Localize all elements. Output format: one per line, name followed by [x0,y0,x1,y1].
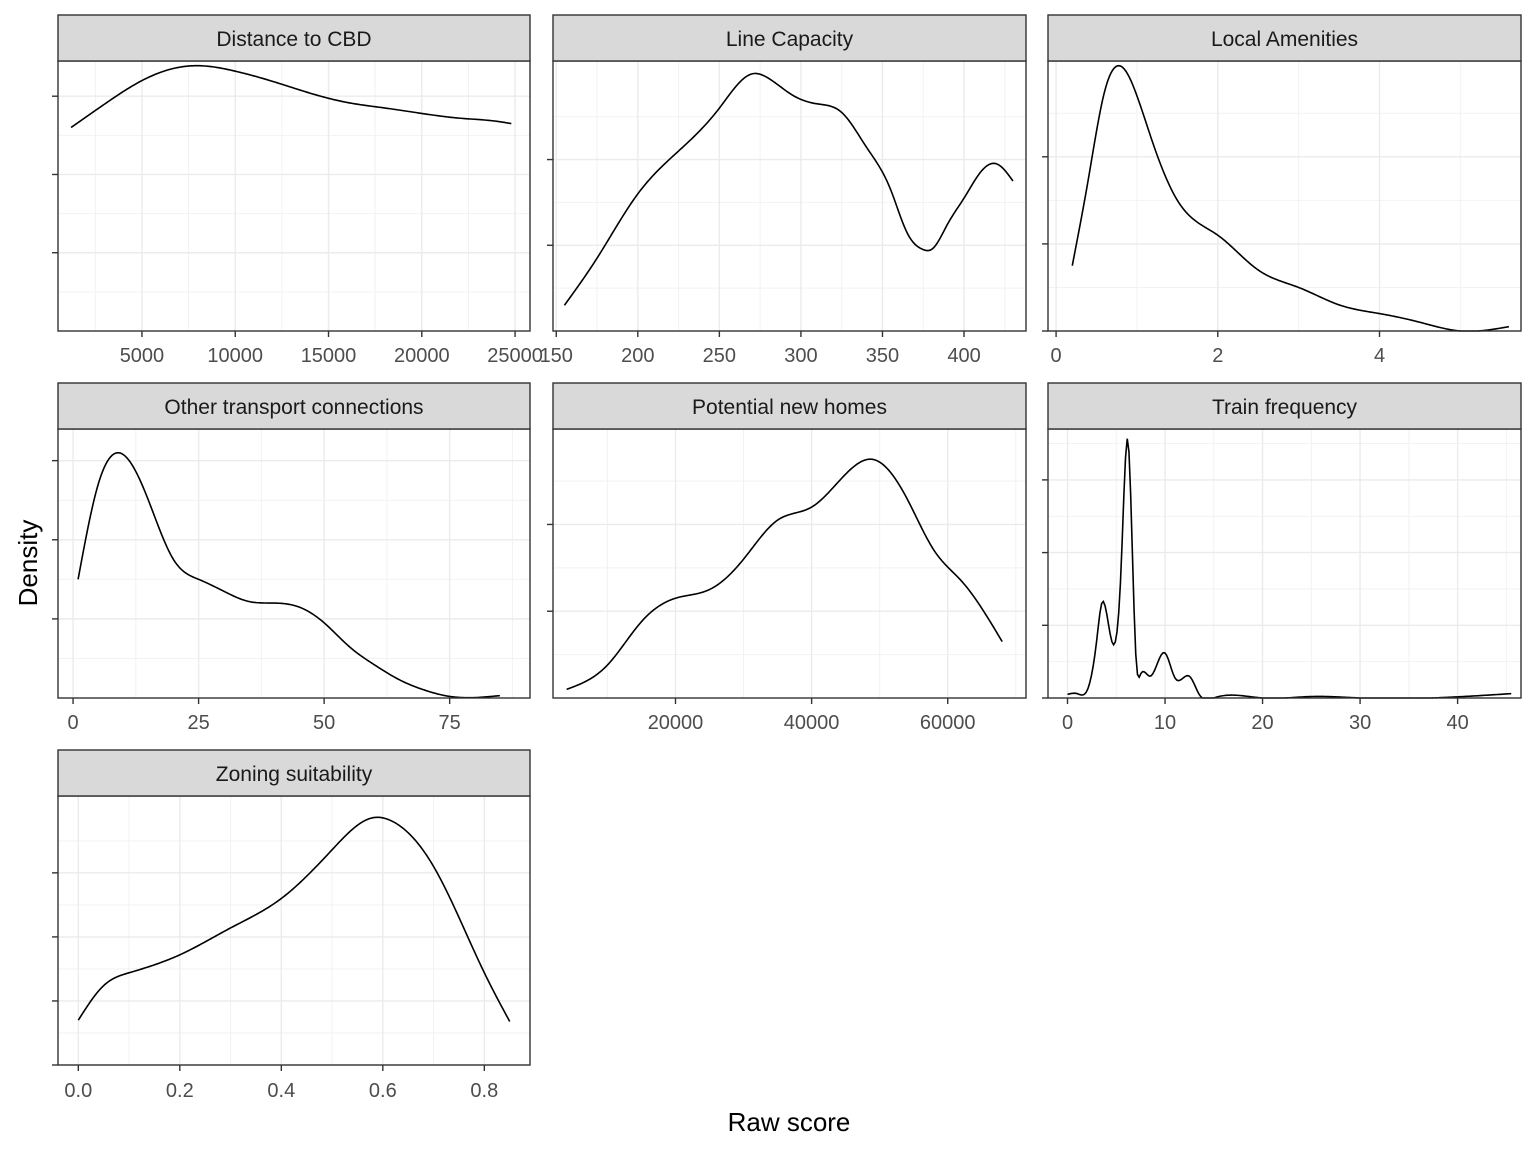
x-tick-label: 30 [1349,712,1371,734]
facet-panel: Distance to CBD 5000 10000 15000 20000 25000 [52,14,543,367]
x-tick-label: 40 [1446,712,1468,734]
x-tick-label: 400 [947,345,980,367]
facet-panel: Local Amenities 0 2 4 [1042,14,1522,367]
panel-background [58,61,530,331]
x-tick-label: 15000 [301,345,357,367]
x-tick-label: 4 [1374,345,1385,367]
density-curve [566,458,1003,691]
x-tick-label: 350 [866,345,899,367]
x-tick-label: 20000 [648,712,704,734]
x-tick-label: 0.8 [470,1080,498,1102]
panel-background [1048,429,1521,698]
facet-panel: Potential new homes 20000 40000 60000 [547,382,1027,734]
x-tick-label: 40000 [784,712,840,734]
facet-strip-label: Line Capacity [726,28,854,51]
facet-panel: Zoning suitability 0.0 0.2 0.4 0.6 0.8 [52,749,531,1102]
facet-strip [1047,382,1522,430]
x-tick-label: 0.6 [369,1080,397,1102]
facet-strip [1047,14,1522,62]
y-axis-title: Density [13,520,43,607]
x-tick-label: 5000 [120,345,165,367]
panel-background [553,429,1026,698]
x-tick-label: 0.0 [64,1080,92,1102]
facet-panel: Train frequency 0 10 20 30 40 [1042,382,1522,734]
x-tick-label: 10 [1154,712,1176,734]
facet-strip [57,14,531,62]
x-tick-label: 25 [187,712,209,734]
facet-panel: Other transport connections 0 25 50 75 [52,382,531,734]
x-tick-label: 50 [313,712,335,734]
x-tick-label: 10000 [207,345,263,367]
facet-strip [57,749,531,797]
panel-background [58,429,530,698]
facet-panel: Line Capacity 150 200 250 300 350 400 [540,14,1027,367]
x-axis-title: Raw score [728,1107,851,1137]
facet-strip-label: Train frequency [1212,396,1358,419]
x-tick-label: 2 [1212,345,1223,367]
density-curve [77,816,511,1022]
x-tick-label: 300 [784,345,817,367]
facet-strip [552,382,1027,430]
panel-background [1048,61,1521,331]
panel-background [553,61,1026,331]
x-tick-label: 20000 [394,345,450,367]
facet-strip-label: Local Amenities [1211,28,1358,51]
x-tick-label: 20 [1251,712,1273,734]
x-tick-label: 0.2 [166,1080,194,1102]
x-tick-label: 0 [68,712,79,734]
x-tick-label: 0 [1062,712,1073,734]
facet-strip-label: Distance to CBD [216,28,371,51]
x-tick-label: 0.4 [267,1080,295,1102]
density-curve [1071,64,1510,332]
x-tick-label: 75 [439,712,461,734]
x-tick-label: 150 [540,345,573,367]
facet-strip [57,382,531,430]
facet-strip-label: Other transport connections [164,396,423,419]
density-curve [77,451,500,699]
x-tick-label: 250 [703,345,736,367]
density-curve [70,64,512,129]
facet-strip-label: Potential new homes [692,396,887,419]
facet-strip [552,14,1027,62]
x-tick-label: 25000 [487,345,543,367]
x-tick-label: 200 [621,345,654,367]
x-tick-label: 60000 [920,712,976,734]
x-tick-label: 0 [1051,345,1062,367]
density-curve [563,72,1014,306]
facet-strip-label: Zoning suitability [216,763,373,786]
